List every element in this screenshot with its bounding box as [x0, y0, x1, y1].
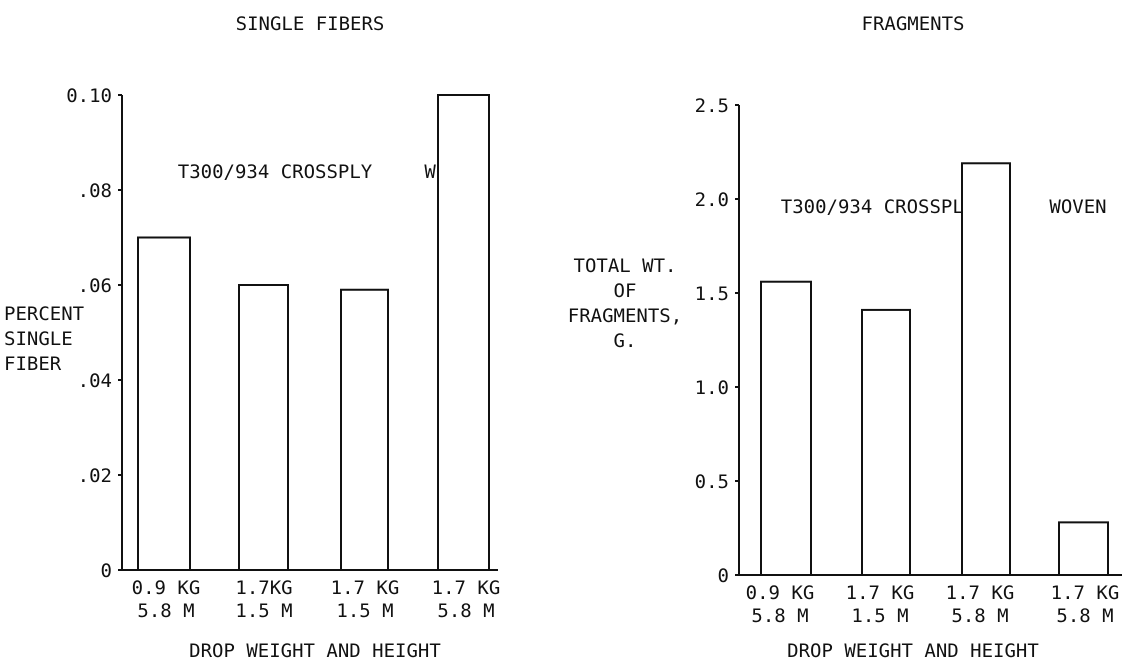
- x-axis-label: DROP WEIGHT AND HEIGHT: [787, 640, 1039, 662]
- y-tick-label: .06: [78, 275, 112, 297]
- y-tick-label: 2.0: [695, 189, 729, 211]
- bar: [238, 284, 289, 571]
- x-tick-label: 1.5 M: [851, 605, 908, 627]
- x-tick-label: 5.8 M: [951, 605, 1008, 627]
- y-axis-label-line-2: OF: [614, 280, 637, 302]
- annotation-crossply: T300/934 CROSSPLY: [781, 196, 976, 218]
- x-tick-label: 5.8 M: [1056, 605, 1113, 627]
- x-tick-label: 5.8 M: [751, 605, 808, 627]
- single-fibers-chart: SINGLE FIBERS T300/934 CROSSPLY WOVEN PE…: [4, 13, 500, 662]
- y-tick-label: .02: [78, 465, 112, 487]
- bar: [137, 236, 191, 571]
- y-axis-label-line-4: G.: [614, 330, 637, 352]
- y-tick-label: .08: [78, 180, 112, 202]
- y-tick-label: 1.0: [695, 377, 729, 399]
- y-axis-label-line-3: FIBER: [4, 353, 62, 375]
- bar: [760, 280, 812, 576]
- x-tick-label: 1.5 M: [235, 600, 292, 622]
- x-tick-label: 1.7 KG: [432, 577, 501, 599]
- x-axis-label: DROP WEIGHT AND HEIGHT: [189, 640, 441, 662]
- y-axis-label-line-2: SINGLE: [4, 328, 73, 350]
- x-tick-label: 0.9 KG: [132, 577, 201, 599]
- chart-title: SINGLE FIBERS: [236, 13, 385, 35]
- x-tick-label: 5.8 M: [137, 600, 194, 622]
- y-axis-label-line-1: PERCENT: [4, 303, 84, 325]
- y-axis-label-line-1: TOTAL WT.: [574, 255, 677, 277]
- y-tick-label: 0: [718, 565, 729, 587]
- chart-title: FRAGMENTS: [862, 13, 965, 35]
- y-tick-label: 0.10: [66, 85, 112, 107]
- y-tick-label: 1.5: [695, 283, 729, 305]
- x-tick-label: 1.7KG: [235, 577, 292, 599]
- x-tick-label: 1.7 KG: [946, 582, 1015, 604]
- bar: [961, 162, 1011, 576]
- bar: [340, 288, 389, 571]
- y-tick-label: 0.5: [695, 471, 729, 493]
- y-tick-label: 0: [101, 560, 112, 582]
- x-tick-label: 1.7 KG: [331, 577, 400, 599]
- x-tick-label: 5.8 M: [437, 600, 494, 622]
- fragments-chart: FRAGMENTS T300/934 CROSSPLY WOVEN TOTAL …: [568, 13, 1122, 662]
- y-tick-label: .04: [78, 370, 112, 392]
- x-tick-label: 1.7 KG: [1051, 582, 1120, 604]
- bar: [1058, 521, 1109, 576]
- x-tick-label: 0.9 KG: [746, 582, 815, 604]
- x-tick-label: 1.7 KG: [846, 582, 915, 604]
- annotation-woven: WOVEN: [1049, 196, 1106, 218]
- bar: [861, 308, 911, 576]
- bar: [437, 94, 490, 571]
- annotation-crossply: T300/934 CROSSPLY: [178, 161, 373, 183]
- x-tick-label: 1.5 M: [336, 600, 393, 622]
- y-axis-label-line-3: FRAGMENTS,: [568, 305, 682, 327]
- y-tick-label: 2.5: [695, 95, 729, 117]
